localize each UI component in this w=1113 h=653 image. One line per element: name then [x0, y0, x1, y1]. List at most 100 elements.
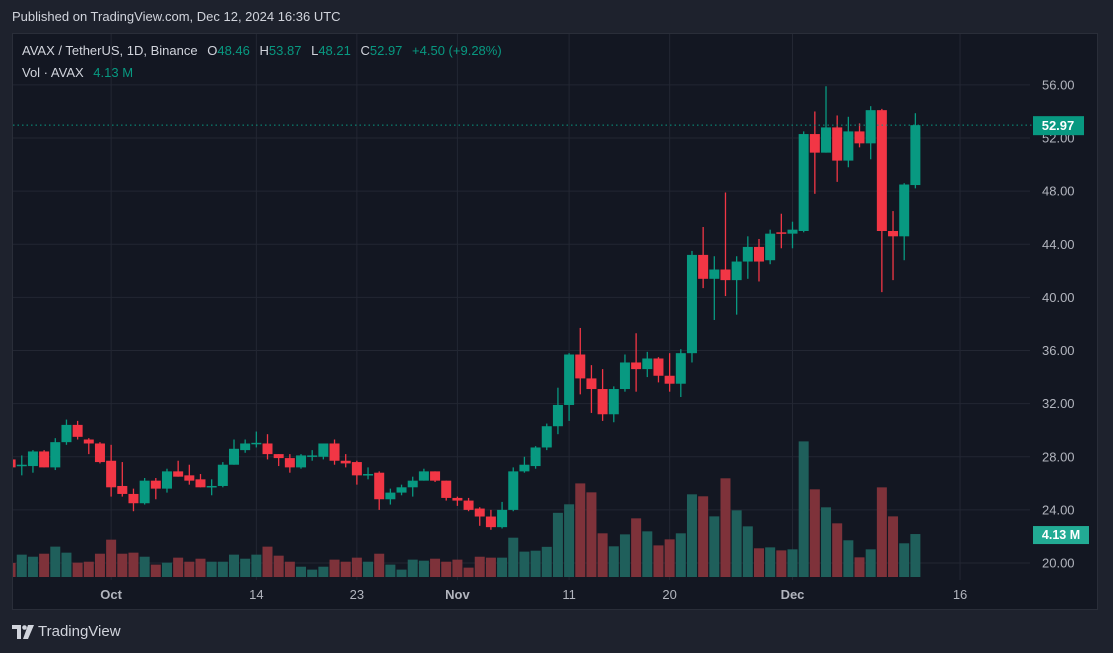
- volume-label[interactable]: Vol · AVAX: [22, 65, 84, 80]
- volume-bar: [765, 547, 776, 577]
- candle-body: [709, 269, 720, 279]
- candle-body: [217, 464, 228, 486]
- volume-bar: [664, 539, 675, 577]
- candle-body: [94, 443, 105, 463]
- candle: [497, 501, 508, 529]
- candle-body: [798, 134, 809, 231]
- volume-bar: [229, 554, 239, 577]
- candle-body: [128, 493, 139, 504]
- candle-body: [485, 516, 496, 528]
- x-tick-label: 14: [249, 587, 263, 602]
- candle-body: [329, 443, 340, 461]
- candle-body: [508, 471, 519, 510]
- candle: [608, 386, 619, 423]
- candle: [61, 419, 72, 445]
- candle-body: [374, 472, 385, 500]
- volume-bar: [128, 552, 139, 577]
- x-tick-label: 11: [562, 587, 576, 602]
- volume-bar: [251, 554, 262, 577]
- candle-body: [117, 485, 128, 494]
- tradingview-logo[interactable]: TradingView: [12, 623, 121, 640]
- candle: [195, 474, 206, 488]
- candle: [821, 86, 832, 153]
- volume-bar: [798, 441, 809, 577]
- candle: [307, 450, 318, 461]
- volume-bar: [497, 557, 508, 577]
- candle: [843, 116, 854, 168]
- candle: [686, 250, 697, 363]
- candle: [94, 442, 105, 464]
- candle-body: [173, 471, 184, 477]
- candle-body: [296, 455, 307, 468]
- candle-body: [720, 269, 731, 281]
- candle-body: [284, 458, 295, 468]
- volume-bar: [686, 494, 697, 577]
- candle-body: [530, 447, 541, 467]
- candle: [508, 467, 519, 512]
- candle: [720, 192, 731, 297]
- candle: [106, 444, 117, 497]
- candle-body: [318, 443, 329, 457]
- candle-body: [195, 479, 206, 488]
- x-tick-label: 20: [662, 587, 676, 602]
- candle-body: [653, 358, 664, 376]
- candle-body: [854, 131, 865, 144]
- volume-bar: [452, 559, 463, 577]
- y-tick-label: 44.00: [1042, 237, 1075, 252]
- candle-body: [497, 509, 508, 528]
- volume-bar: [619, 534, 630, 577]
- last-volume-badge: [1033, 526, 1089, 545]
- candle: [597, 369, 608, 421]
- candle-body: [675, 353, 686, 384]
- volume-bar: [329, 559, 340, 577]
- candle: [552, 387, 563, 435]
- change-value: +4.50 (+9.28%): [412, 43, 502, 58]
- candle: [854, 123, 865, 148]
- last-volume-label: 4.13 M: [1042, 528, 1080, 542]
- candle: [765, 229, 776, 265]
- candle-body: [586, 378, 597, 390]
- candle: [888, 211, 899, 281]
- close-label: C: [360, 43, 370, 58]
- last-price-badge: [1033, 116, 1084, 136]
- volume-bar: [776, 550, 787, 577]
- candle-body: [161, 471, 172, 489]
- volume-bar: [273, 555, 284, 577]
- candle-body: [139, 480, 150, 504]
- candles: [13, 86, 921, 530]
- candle: [161, 468, 172, 493]
- candle: [39, 450, 50, 468]
- candle: [709, 256, 720, 320]
- symbol-title[interactable]: AVAX / TetherUS, 1D, Binance: [22, 43, 198, 58]
- y-tick-label: 36.00: [1042, 343, 1075, 358]
- candle-body: [519, 464, 530, 472]
- candle-body: [765, 233, 776, 261]
- candle-body: [452, 497, 463, 501]
- candle: [586, 365, 597, 413]
- y-tick-label: 24.00: [1042, 502, 1075, 517]
- candle: [653, 357, 664, 383]
- volume-bar: [396, 569, 407, 577]
- candle: [798, 131, 809, 233]
- volume-bar: [284, 561, 295, 577]
- candle-body: [307, 455, 318, 457]
- volume-bar: [552, 512, 563, 577]
- y-tick-label: 20.00: [1042, 556, 1075, 571]
- volume-value: 4.13 M: [93, 65, 134, 80]
- candle: [173, 460, 184, 477]
- candle: [27, 450, 38, 473]
- volume-bar: [139, 556, 150, 577]
- candle-body: [575, 354, 586, 379]
- volume-bar: [206, 561, 217, 577]
- candle: [318, 443, 329, 460]
- candle: [474, 507, 485, 526]
- low-label: L: [311, 43, 319, 58]
- candle-body: [39, 451, 50, 468]
- volume-bar: [296, 566, 307, 577]
- volume-bar: [564, 504, 575, 577]
- volume-bar: [61, 552, 72, 577]
- candle: [619, 354, 630, 392]
- volume-bar: [50, 546, 61, 577]
- candle: [519, 456, 530, 473]
